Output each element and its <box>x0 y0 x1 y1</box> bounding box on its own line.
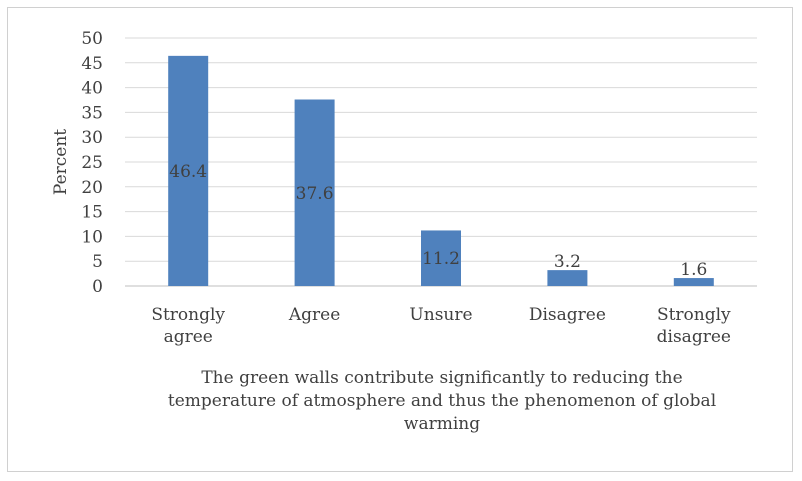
data-label: 1.6 <box>680 260 707 280</box>
y-tick-label: 40 <box>81 79 103 99</box>
y-tick-label: 5 <box>92 252 103 272</box>
category-label-line: Agree <box>288 305 340 325</box>
x-axis-label-line: warming <box>404 414 480 434</box>
y-tick-label: 15 <box>81 203 103 223</box>
data-label: 37.6 <box>296 184 334 204</box>
bar <box>673 278 714 286</box>
y-tick-label: 30 <box>81 128 103 148</box>
y-tick-label: 10 <box>81 227 103 247</box>
x-axis-label-line: The green walls contribute significantly… <box>201 368 682 388</box>
x-axis-label-line: temperature of atmosphere and thus the p… <box>168 391 716 411</box>
y-axis-label: Percent <box>51 129 71 195</box>
y-tick-label: 35 <box>81 103 103 123</box>
category-label-line: disagree <box>657 327 731 347</box>
category-label: Agree <box>288 305 340 325</box>
category-label-line: agree <box>164 327 213 347</box>
chart-frame <box>7 7 793 472</box>
category-label: Unsure <box>409 305 472 325</box>
category-label-line: Unsure <box>409 305 472 325</box>
category-label: Strongly agree <box>151 305 225 347</box>
data-label: 11.2 <box>422 249 460 269</box>
category-label-line: Disagree <box>529 305 606 325</box>
category-label-line: Strongly <box>151 305 225 325</box>
bar <box>547 270 588 286</box>
bar <box>168 55 209 286</box>
x-axis-label: The green walls contribute significantly… <box>168 368 716 434</box>
y-tick-label: 0 <box>92 277 103 297</box>
category-label-line: Strongly <box>657 305 731 325</box>
y-tick-label: 45 <box>81 54 103 74</box>
bar <box>421 230 461 286</box>
y-tick-label: 20 <box>81 178 103 198</box>
y-tick-label: 25 <box>81 153 103 173</box>
data-label: 46.4 <box>169 162 207 182</box>
y-tick-label: 50 <box>81 29 103 49</box>
data-label: 3.2 <box>554 252 581 272</box>
bar <box>294 99 335 286</box>
category-label: Disagree <box>529 305 606 325</box>
category-label: Strongly disagree <box>657 305 731 347</box>
